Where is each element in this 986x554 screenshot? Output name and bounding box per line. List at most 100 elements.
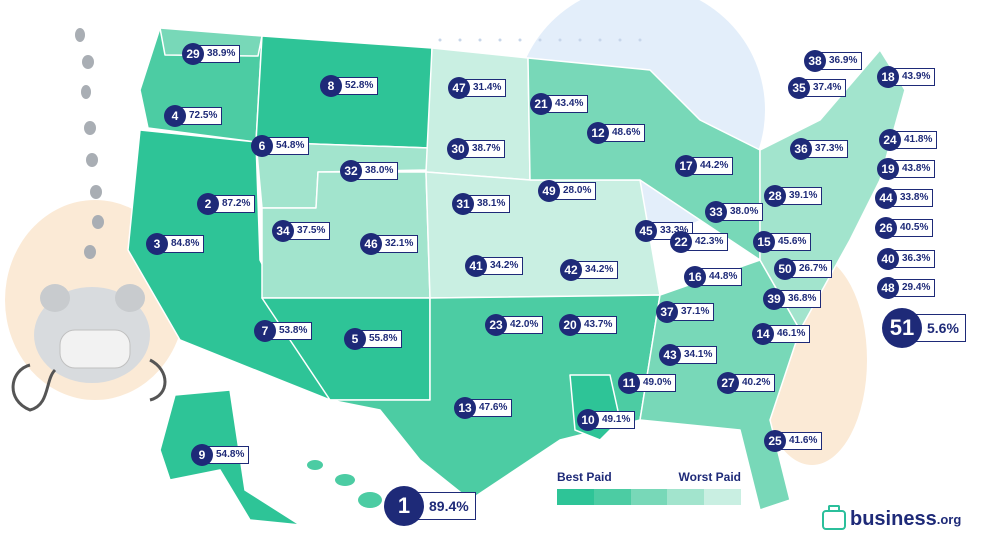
state-percent-label: 48.6% <box>601 124 646 142</box>
legend-swatch <box>630 489 668 505</box>
state-percent-label: 37.5% <box>286 222 331 240</box>
state-marker-ne: 31 38.1% <box>452 193 511 215</box>
state-marker-nm: 5 55.8% <box>344 328 403 350</box>
state-marker-mt: 8 52.8% <box>320 75 379 97</box>
state-rank-badge: 10 <box>577 409 599 431</box>
state-marker-sd: 30 38.7% <box>447 138 506 160</box>
state-percent-label: 31.4% <box>462 79 507 97</box>
state-marker-ca: 3 84.8% <box>146 233 205 255</box>
state-rank-badge: 26 <box>875 217 897 239</box>
legend-swatch <box>593 489 631 505</box>
state-rank-badge: 4 <box>164 105 186 127</box>
state-marker-nc: 39 36.8% <box>763 288 822 310</box>
state-marker-mn: 21 43.4% <box>530 93 589 115</box>
state-marker-in: 22 42.3% <box>670 231 729 253</box>
state-percent-label: 36.9% <box>818 52 863 70</box>
state-rank-badge: 5 <box>344 328 366 350</box>
state-rank-badge: 20 <box>559 314 581 336</box>
state-marker-al: 43 34.1% <box>659 344 718 366</box>
state-rank-badge: 30 <box>447 138 469 160</box>
state-rank-badge: 50 <box>774 258 796 280</box>
state-marker-nd: 47 31.4% <box>448 77 507 99</box>
state-marker-co: 46 32.1% <box>360 233 419 255</box>
state-percent-label: 43.8% <box>891 160 936 178</box>
state-rank-badge: 21 <box>530 93 552 115</box>
state-percent-label: 53.8% <box>268 322 313 340</box>
state-percent-label: 54.8% <box>205 446 250 464</box>
state-marker-az: 7 53.8% <box>254 320 313 342</box>
state-rank-badge: 12 <box>587 122 609 144</box>
state-rank-badge: 29 <box>182 43 204 65</box>
state-rank-badge: 1 <box>384 486 424 526</box>
state-marker-tn: 37 37.1% <box>656 301 715 323</box>
state-marker-wa: 29 38.9% <box>182 43 241 65</box>
state-marker-ut: 34 37.5% <box>272 220 331 242</box>
state-percent-label: 43.4% <box>544 95 589 113</box>
state-percent-label: 72.5% <box>178 107 223 125</box>
state-marker-oh: 33 38.0% <box>705 201 764 223</box>
state-marker-ct: 44 33.8% <box>875 187 934 209</box>
state-rank-badge: 22 <box>670 231 692 253</box>
legend-swatch <box>667 489 705 505</box>
state-marker-mi: 17 44.2% <box>675 155 734 177</box>
state-marker-nh: 35 37.4% <box>788 77 847 99</box>
piggy-bank-illustration <box>11 28 167 412</box>
state-marker-wi: 12 48.6% <box>587 122 646 144</box>
state-percent-label: 89.4% <box>416 492 476 520</box>
state-marker-md: 48 29.4% <box>877 277 936 299</box>
state-percent-label: 38.1% <box>466 195 511 213</box>
state-rank-badge: 42 <box>560 259 582 281</box>
logo-name: business <box>850 508 937 530</box>
state-percent-label: 36.8% <box>777 290 822 308</box>
state-rank-badge: 7 <box>254 320 276 342</box>
state-marker-ok: 23 42.0% <box>485 314 544 336</box>
state-rank-badge: 16 <box>684 266 706 288</box>
state-marker-nj: 26 40.5% <box>875 217 934 239</box>
state-percent-label: 38.9% <box>196 45 241 63</box>
state-rank-badge: 27 <box>717 372 739 394</box>
state-marker-pa: 28 39.1% <box>764 185 823 207</box>
state-marker-sc: 14 46.1% <box>752 323 811 345</box>
legend-swatch <box>704 489 741 505</box>
state-percent-label: 41.8% <box>893 131 938 149</box>
state-marker-id: 6 54.8% <box>251 135 310 157</box>
state-rank-badge: 38 <box>804 50 826 72</box>
state-percent-label: 43.7% <box>573 316 618 334</box>
state-marker-wv: 15 45.6% <box>753 231 812 253</box>
state-percent-label: 52.8% <box>334 77 379 95</box>
state-percent-label: 36.3% <box>891 250 936 268</box>
state-rank-badge: 24 <box>879 129 901 151</box>
state-rank-badge: 25 <box>764 430 786 452</box>
state-rank-badge: 14 <box>752 323 774 345</box>
state-rank-badge: 18 <box>877 66 899 88</box>
state-rank-badge: 35 <box>788 77 810 99</box>
state-marker-dc: 51 5.6% <box>882 308 966 348</box>
state-marker-ks: 41 34.2% <box>465 255 524 277</box>
state-marker-la: 10 49.1% <box>577 409 636 431</box>
state-rank-badge: 45 <box>635 220 657 242</box>
state-marker-ak: 9 54.8% <box>191 444 250 466</box>
state-marker-ny: 36 37.3% <box>790 138 849 160</box>
state-rank-badge: 2 <box>197 193 219 215</box>
state-percent-label: 42.3% <box>684 233 729 251</box>
state-rank-badge: 23 <box>485 314 507 336</box>
falling-coins-icon <box>75 28 104 259</box>
state-marker-wy: 32 38.0% <box>340 160 399 182</box>
briefcase-icon <box>822 504 846 530</box>
state-marker-ia: 49 28.0% <box>538 180 597 202</box>
state-marker-de: 40 36.3% <box>877 248 936 270</box>
state-marker-ar: 20 43.7% <box>559 314 618 336</box>
state-rank-badge: 34 <box>272 220 294 242</box>
state-rank-badge: 44 <box>875 187 897 209</box>
state-marker-me: 18 43.9% <box>877 66 936 88</box>
state-rank-badge: 41 <box>465 255 487 277</box>
state-rank-badge: 28 <box>764 185 786 207</box>
state-rank-badge: 8 <box>320 75 342 97</box>
state-marker-mo: 42 34.2% <box>560 259 619 281</box>
state-marker-vt: 38 36.9% <box>804 50 863 72</box>
state-marker-ms: 11 49.0% <box>618 372 677 394</box>
state-marker-fl: 25 41.6% <box>764 430 823 452</box>
state-rank-badge: 37 <box>656 301 678 323</box>
state-rank-badge: 17 <box>675 155 697 177</box>
state-marker-ma: 24 41.8% <box>879 129 938 151</box>
